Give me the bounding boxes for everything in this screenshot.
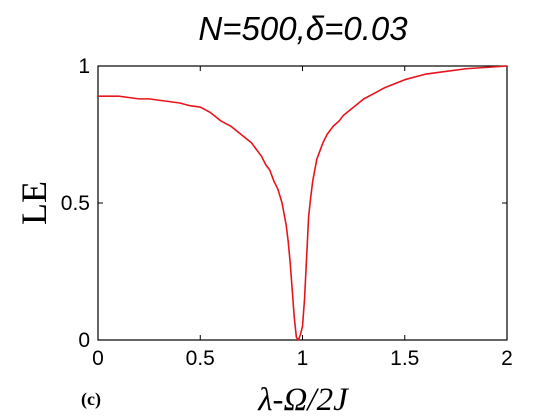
chart-title: N=500,δ=0.03 <box>198 10 408 47</box>
x-tick-label: 1 <box>297 347 309 370</box>
y-axis-label: LE <box>14 181 54 225</box>
y-tick-label: 1 <box>78 55 90 78</box>
x-tick-label: 0.5 <box>186 347 215 370</box>
panel-label: (c) <box>81 389 101 410</box>
x-tick-label: 2 <box>501 347 513 370</box>
y-axis-tick-labels: 00.51 <box>61 55 90 352</box>
series-layer <box>98 65 508 341</box>
x-axis-label: λ-Ω/2J <box>257 382 349 418</box>
x-axis-tick-labels: 0 0.5 1 1.5 2 <box>92 347 513 370</box>
x-axis-ticks <box>97 66 508 340</box>
y-tick-label: 0 <box>78 329 90 352</box>
y-tick-label: 0.5 <box>61 192 90 215</box>
x-tick-label: 0 <box>92 347 104 370</box>
x-tick-label: 1.5 <box>390 347 419 370</box>
series-line <box>98 65 508 341</box>
